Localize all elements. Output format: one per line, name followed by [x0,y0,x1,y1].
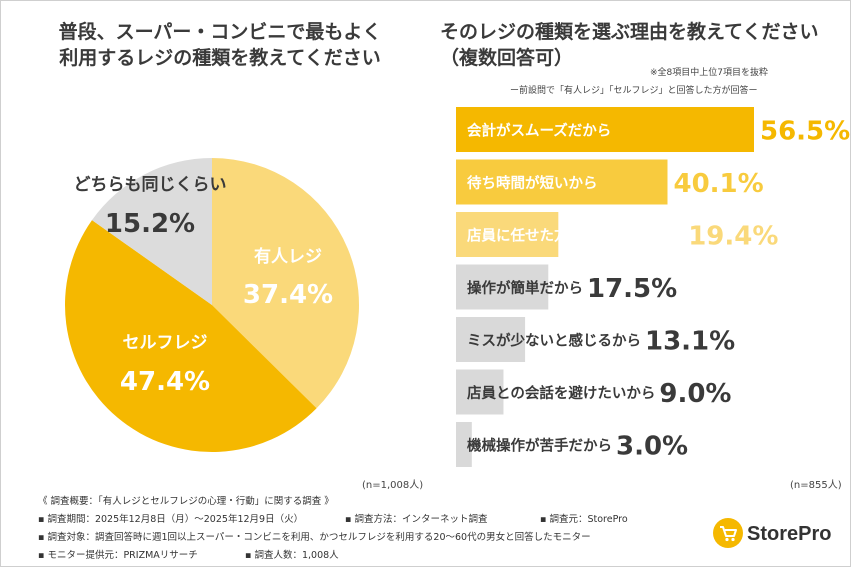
pie-value-1: 47.4% [120,367,210,397]
bar-chart-title: そのレジの種類を選ぶ理由を教えてください （複数回答可） [440,20,840,71]
bar-chart-note: ※全8項目中上位7項目を抜粋 [650,68,768,78]
bar-1 [456,159,668,205]
cart-icon [713,518,743,548]
bar-value-2: 19.4% [688,222,778,252]
bar-2 [456,212,559,257]
bar-value-0: 56.5% [760,117,850,147]
bar-3 [456,264,549,310]
pie-value-2: 15.2% [105,209,195,239]
footer-respondents: ▪ 調査人数：1,008人 [245,550,339,561]
pie-slice-2 [91,158,212,305]
pie-slice-1 [64,220,317,453]
bar-5 [456,369,504,415]
bar-title-line-1: そのレジの種類を選ぶ理由を教えてください [440,21,819,43]
pie-label-1: セルフレジ [123,333,208,353]
pie-chart-title: 普段、スーパー・コンビニで最もよく 利用するレジの種類を教えてください [40,20,400,71]
bar-category-3: 操作が簡単だから [467,279,583,297]
bar-6 [456,422,472,467]
bar-value-5: 9.0% [659,379,731,409]
bar-category-0: 会計がスムーズだから [467,122,611,140]
footer-monitor-provider: ▪ モニター提供元：PRIZMAリサーチ [38,550,198,561]
bar-category-2: 店員に任せた方が安心できるから [467,227,684,245]
footer-survey-title: 《 調査概要：「有人レジとセルフレジの心理・行動」に関する調査 》 [38,496,334,507]
logo-text: StorePro [747,523,831,545]
pie-slice-0 [212,158,359,409]
bar-sample-size: (n=855人) [790,480,842,491]
pie-sample-size: (n=1,008人) [362,480,424,491]
bar-category-1: 待ち時間が短いから [467,174,598,192]
bar-chart-condition-note: ー前設問で「有人レジ」「セルフレジ」と回答した方が回答ー [510,86,758,96]
bar-category-4: ミスが少ないと感じるから [467,332,641,350]
footer-survey-period: ▪ 調査期間：2025年12月8日（月）〜2025年12月9日（火） [38,514,304,525]
footer-survey-method: ▪ 調査方法：インターネット調査 [345,514,488,525]
bar-value-4: 13.1% [645,327,735,357]
pie-title-line-2: 利用するレジの種類を教えてください [59,46,381,69]
pie-value-0: 37.4% [243,280,333,310]
pie-label-2: どちらも同じくらい [74,175,227,195]
bar-value-3: 17.5% [587,274,677,304]
bar-value-6: 3.0% [616,432,688,462]
bar-category-6: 機械操作が苦手だから [467,437,612,455]
pie-title-line-1: 普段、スーパー・コンビニで最もよく [58,21,382,43]
footer-survey-source: ▪ 調査元：StorePro [540,514,628,525]
bar-0 [456,107,754,152]
bar-value-1: 40.1% [674,169,764,199]
storepro-logo: StorePro [713,518,831,548]
footer-survey-target: ▪ 調査対象：調査回答時に週1回以上スーパー・コンビニを利用、かつセルフレジを利… [38,532,591,543]
bar-4 [456,317,526,362]
bar-title-line-2: （複数回答可） [440,46,574,69]
bar-category-5: 店員との会話を避けたいから [467,384,655,402]
pie-label-0: 有人レジ [254,246,322,267]
